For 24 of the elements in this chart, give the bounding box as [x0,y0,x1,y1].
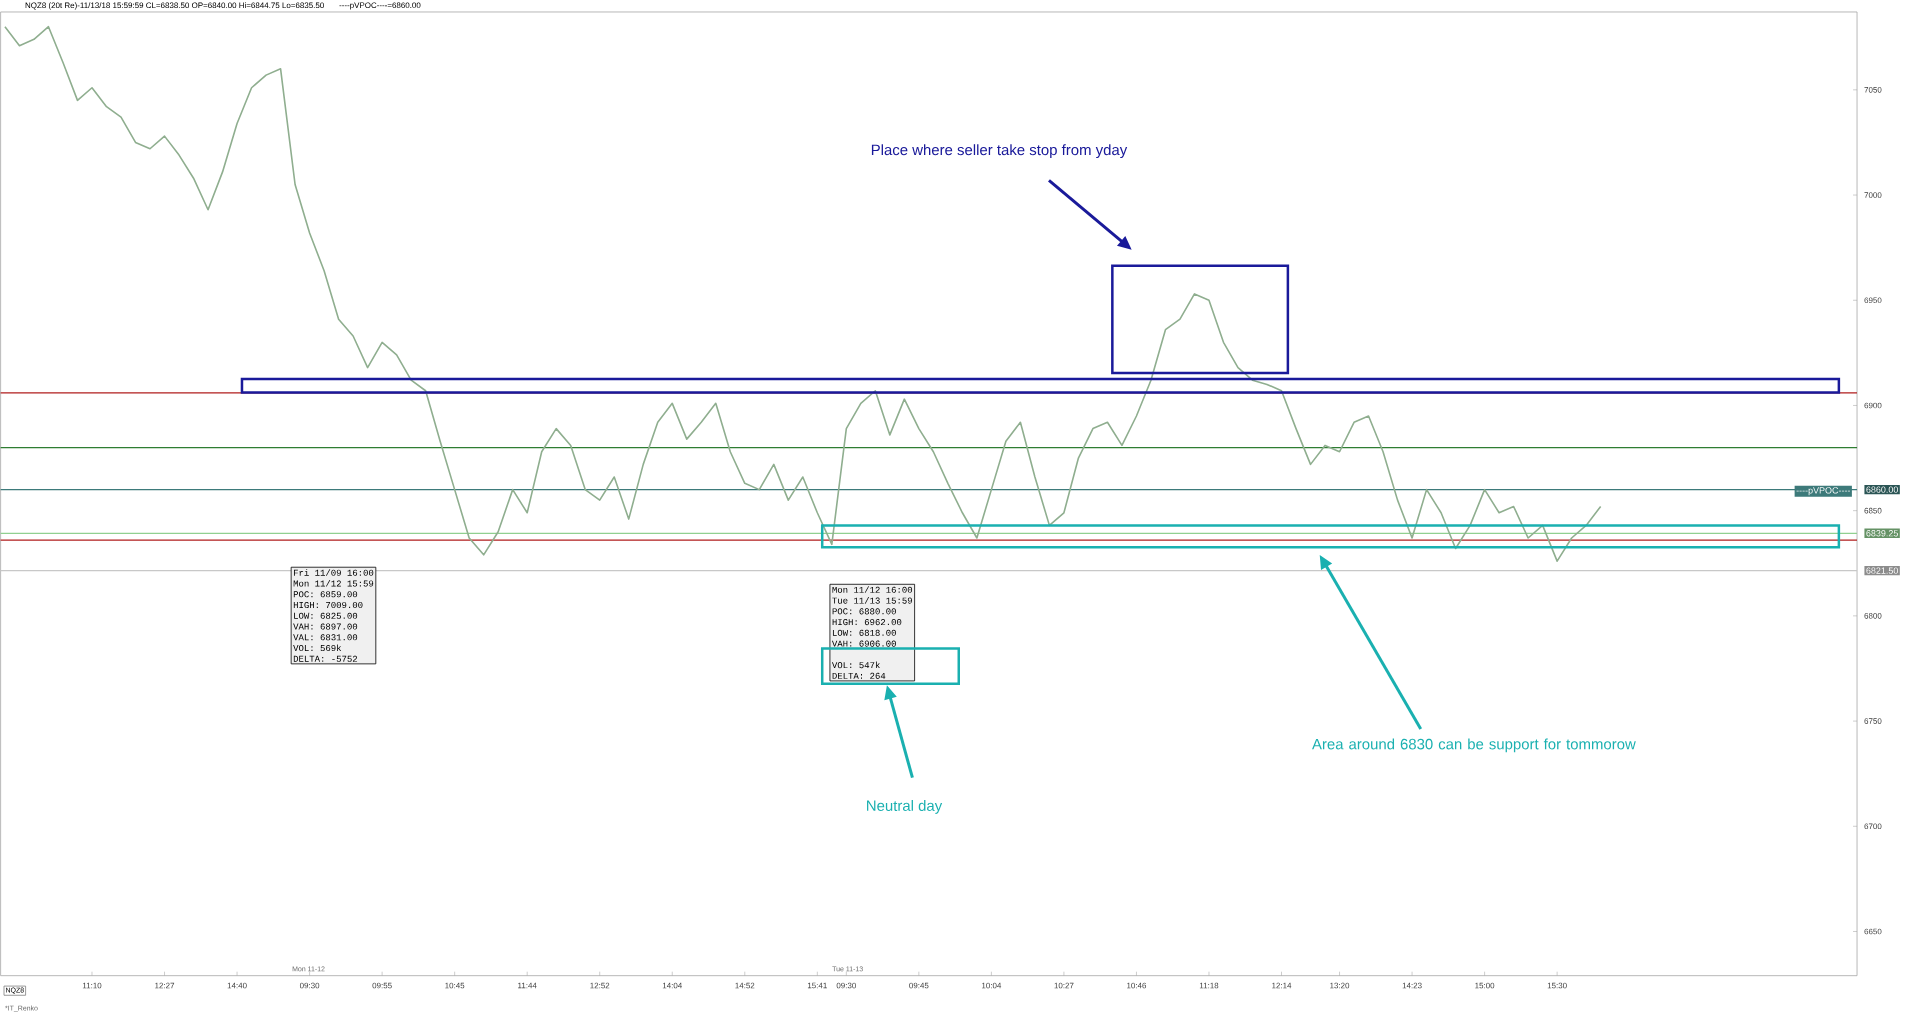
annotation: Mon 11/12 15:59 [293,580,374,587]
ref-line-label: 6860.00 [1866,486,1898,493]
ref-line-label: 6821.50 [1866,567,1898,574]
annotation: POC: 6859.00 [293,591,358,598]
annotation: VAH: 6906.00 [831,640,896,647]
annotation: DELTA: -5752 [293,655,358,663]
annotation: Fri 11/09 16:00 [293,569,374,576]
annotation: Neutral day [867,800,943,815]
annotation: VOL: 569k [293,644,342,652]
annotation: DELTA: 264 [832,672,886,680]
annotation: VAH: 6897.00 [293,623,358,630]
annotation: Mon 11/12 16:00 [832,586,913,594]
annotation: Place where seller take stop from yday [871,144,1128,159]
annotation: Tue 11/13 15:59 [832,597,912,604]
annotation: POC: 6880.00 [832,608,896,615]
annotation: VOL: 547k [831,661,880,669]
ref-line-label: 6839.25 [1866,530,1898,537]
annotation: HIGH: 7009.00 [293,602,363,609]
annotation: Area around 6830 can be support for tommorow [1312,738,1636,753]
annotation: VAL: 6831.00 [293,634,358,641]
annotation: HIGH: 6962.00 [832,619,902,626]
annotation: LOW: 6818.00 [832,629,896,637]
annotation: LOW: 6825.00 [294,612,358,619]
text: ----pVPOC---- [1796,487,1850,496]
